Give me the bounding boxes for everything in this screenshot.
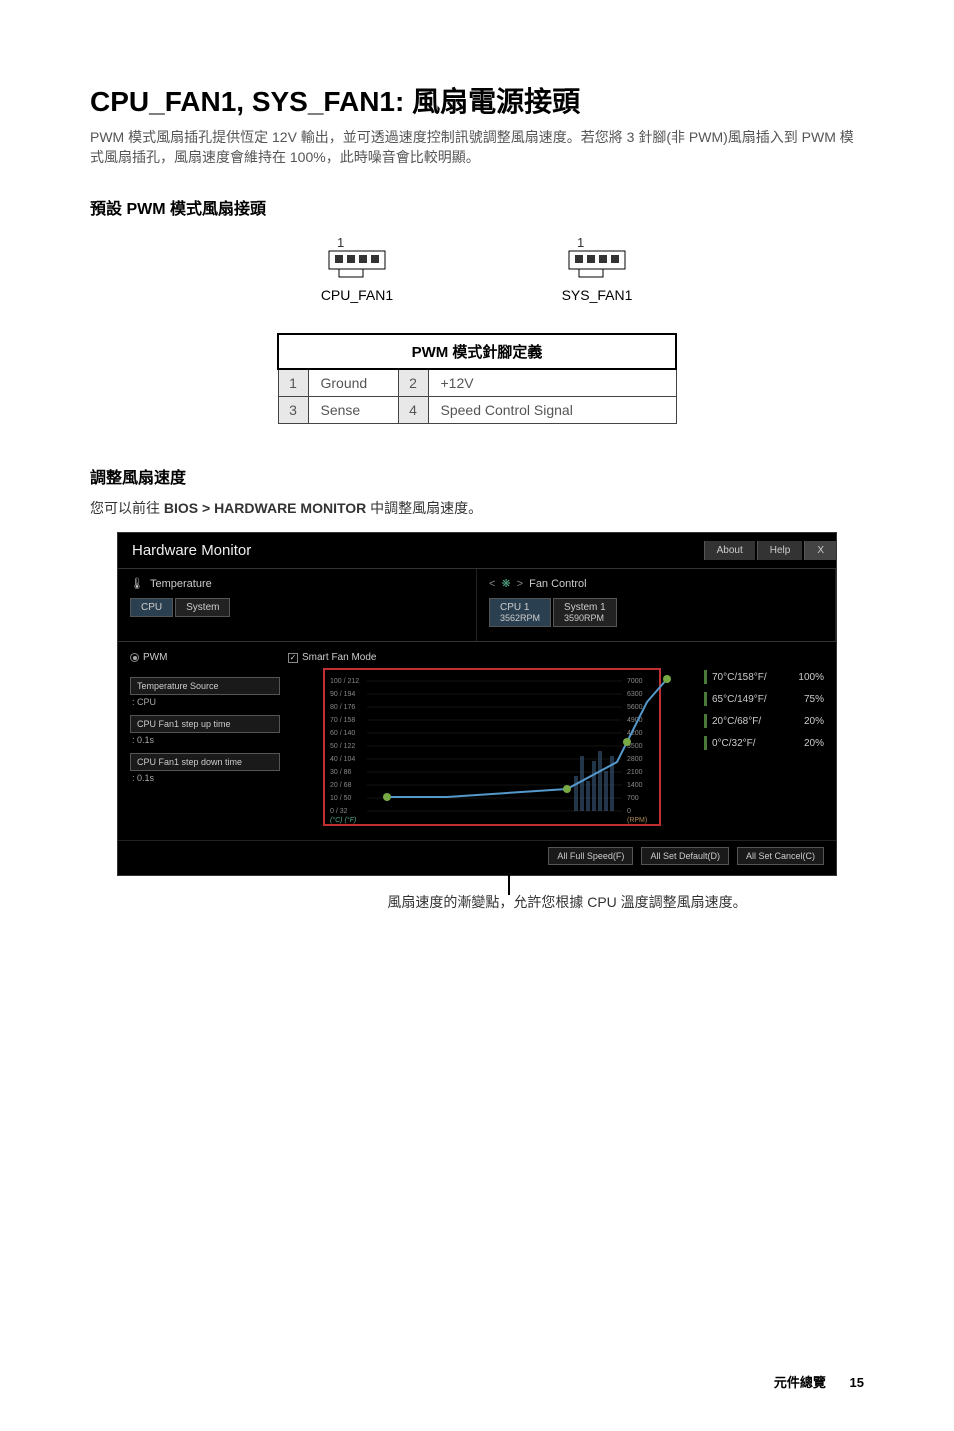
adjust-speed-text: 您可以前往 BIOS > HARDWARE MONITOR 中調整風扇速度。 <box>90 498 864 518</box>
thermometer-icon: 🌡 <box>130 577 144 590</box>
step-up-time-button[interactable]: CPU Fan1 step up time <box>130 715 280 733</box>
about-button[interactable]: About <box>704 541 755 560</box>
fan-control-panel-header: < ❋ > Fan Control <box>489 577 823 590</box>
svg-text:2800: 2800 <box>627 756 643 763</box>
all-set-default-button[interactable]: All Set Default(D) <box>641 847 729 865</box>
all-set-cancel-button[interactable]: All Set Cancel(C) <box>737 847 824 865</box>
svg-text:0 / 32: 0 / 32 <box>330 808 348 815</box>
svg-text:5600: 5600 <box>627 704 643 711</box>
svg-text:1: 1 <box>337 237 344 250</box>
section-adjust-speed: 調整風扇速度 <box>90 464 864 488</box>
step-up-time-value: : 0.1s <box>130 735 280 745</box>
fan-icon: ❋ <box>501 577 510 590</box>
connector-label: SYS_FAN1 <box>562 287 633 303</box>
svg-text:70 / 158: 70 / 158 <box>330 717 355 724</box>
close-button[interactable]: X <box>804 541 836 560</box>
pin-definition-table: PWM 模式針腳定義 1 Ground 2 +12V 3 Sense 4 Spe… <box>277 333 677 424</box>
fan-setpoint: 0°C/32°F/20% <box>704 736 824 750</box>
step-down-time-button[interactable]: CPU Fan1 step down time <box>130 753 280 771</box>
tab-system-temp[interactable]: System <box>175 598 230 617</box>
svg-text:(°C) (°F): (°C) (°F) <box>330 816 356 824</box>
svg-text:90 / 194: 90 / 194 <box>330 691 355 698</box>
svg-text:6300: 6300 <box>627 691 643 698</box>
temperature-panel-header: 🌡 Temperature <box>130 577 464 590</box>
bios-window-title: Hardware Monitor <box>132 542 251 559</box>
connector-label: CPU_FAN1 <box>321 287 393 303</box>
svg-text:0: 0 <box>627 808 631 815</box>
connector-icon: 1 <box>317 237 397 281</box>
page-title: CPU_FAN1, SYS_FAN1: 風扇電源接頭 <box>90 80 864 120</box>
svg-text:(RPM): (RPM) <box>627 817 647 824</box>
svg-text:100 / 212: 100 / 212 <box>330 678 359 685</box>
section-default-pwm: 預設 PWM 模式風扇接頭 <box>90 195 864 219</box>
svg-text:700: 700 <box>627 795 639 802</box>
svg-text:1400: 1400 <box>627 782 643 789</box>
page-footer: 元件總覽 15 <box>774 1372 864 1391</box>
bios-hardware-monitor-screenshot: Hardware Monitor About Help X 🌡 Temperat… <box>117 532 837 876</box>
fan-curve-chart[interactable]: 100 / 212 90 / 194 80 / 176 70 / 158 60 / 14… <box>288 667 696 827</box>
all-full-speed-button[interactable]: All Full Speed(F) <box>548 847 633 865</box>
tab-cpu-fan[interactable]: CPU 1 3562RPM <box>489 598 551 627</box>
svg-text:2100: 2100 <box>627 769 643 776</box>
svg-text:7000: 7000 <box>627 678 643 685</box>
table-row: 1 Ground 2 +12V <box>278 369 676 397</box>
svg-text:40 / 104: 40 / 104 <box>330 756 355 763</box>
svg-text:1: 1 <box>577 237 584 250</box>
help-button[interactable]: Help <box>757 541 803 560</box>
screenshot-caption: 風扇速度的漸變點，允許您根據 CPU 溫度調整風扇速度。 <box>90 892 864 912</box>
svg-text:4900: 4900 <box>627 717 643 724</box>
step-down-time-value: : 0.1s <box>130 773 280 783</box>
fan-setpoint: 20°C/68°F/20% <box>704 714 824 728</box>
temperature-source-button[interactable]: Temperature Source <box>130 677 280 695</box>
connector-sys-fan1: 1 SYS_FAN1 <box>557 237 637 303</box>
svg-text:80 / 176: 80 / 176 <box>330 704 355 711</box>
fan-setpoint: 65°C/149°F/75% <box>704 692 824 706</box>
table-row: 3 Sense 4 Speed Control Signal <box>278 397 676 424</box>
table-header: PWM 模式針腳定義 <box>278 334 676 369</box>
intro-text: PWM 模式風扇插孔提供恆定 12V 輸出，並可透過速度控制訊號調整風扇速度。若… <box>90 128 864 167</box>
svg-text:30 / 86: 30 / 86 <box>330 769 352 776</box>
temperature-source-value: : CPU <box>130 697 280 707</box>
callout-arrow <box>508 859 510 895</box>
connector-icon: 1 <box>557 237 637 281</box>
svg-text:10 / 50: 10 / 50 <box>330 795 352 802</box>
pwm-radio[interactable]: PWM <box>130 652 280 663</box>
tab-system-fan[interactable]: System 1 3590RPM <box>553 598 617 627</box>
svg-text:50 / 122: 50 / 122 <box>330 743 355 750</box>
tab-cpu-temp[interactable]: CPU <box>130 598 173 617</box>
svg-text:60 / 140: 60 / 140 <box>330 730 355 737</box>
smart-fan-mode-checkbox[interactable]: ✓ Smart Fan Mode <box>288 652 696 663</box>
svg-text:20 / 68: 20 / 68 <box>330 782 352 789</box>
connector-cpu-fan1: 1 CPU_FAN1 <box>317 237 397 303</box>
fan-setpoint: 70°C/158°F/100% <box>704 670 824 684</box>
connector-diagrams: 1 CPU_FAN1 1 SYS_FAN1 <box>90 237 864 303</box>
